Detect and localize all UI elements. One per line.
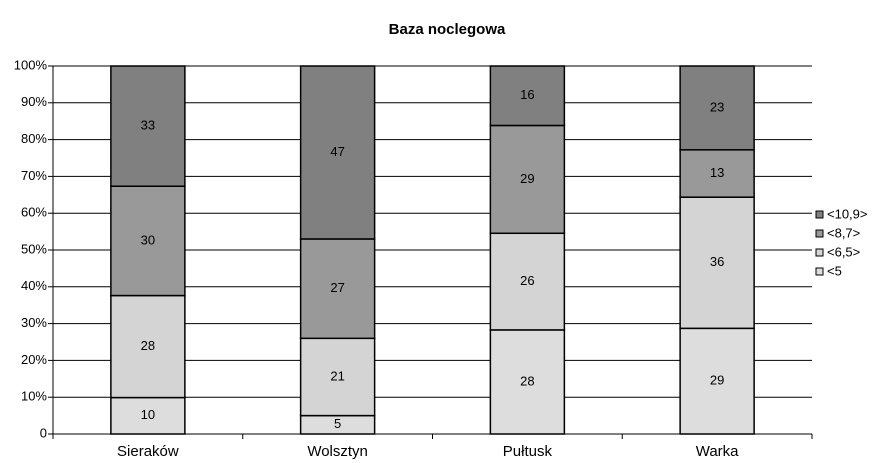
legend-label: <10,9> <box>827 206 868 221</box>
data-label: 23 <box>710 99 724 114</box>
y-tick-label: 60% <box>21 205 47 220</box>
data-label: 26 <box>520 273 534 288</box>
y-tick-label: 30% <box>21 315 47 330</box>
legend-label: <8,7> <box>827 225 860 240</box>
data-label: 5 <box>334 416 341 431</box>
y-tick-label: 90% <box>21 94 47 109</box>
data-label: 13 <box>710 165 724 180</box>
y-tick-label: 100% <box>14 57 48 72</box>
data-label: 47 <box>330 144 344 159</box>
legend-swatch <box>815 229 824 238</box>
data-label: 36 <box>710 254 724 269</box>
x-tick-label: Wolsztyn <box>307 443 368 460</box>
y-tick-label: 70% <box>21 168 47 183</box>
data-label: 16 <box>520 87 534 102</box>
legend-label: <6,5> <box>827 244 860 259</box>
x-tick-label: Warka <box>696 443 739 460</box>
bar-segment <box>489 65 566 127</box>
bar-segment <box>110 185 186 297</box>
y-tick-label: 40% <box>21 278 47 293</box>
bar-segment <box>299 238 376 340</box>
bar-segment <box>110 65 186 187</box>
y-tick-label: 0 <box>40 425 47 440</box>
bar-segment <box>679 196 755 330</box>
bar-segment <box>489 329 566 435</box>
data-label: 30 <box>141 232 155 247</box>
bar-segment <box>489 232 566 331</box>
data-label: 33 <box>141 118 155 133</box>
x-tick-label: Sieraków <box>117 443 179 460</box>
legend-swatch <box>815 210 824 219</box>
data-label: 29 <box>710 373 724 388</box>
legend-swatch <box>815 267 824 276</box>
data-label: 29 <box>520 171 534 186</box>
bar-segment <box>489 124 566 235</box>
bar-segment <box>299 65 376 240</box>
chart-title: Baza noclegowa <box>389 21 506 38</box>
y-tick-label: 50% <box>21 241 47 256</box>
data-label: 10 <box>141 407 155 422</box>
x-tick-label: Pułtusk <box>503 443 553 460</box>
data-label: 27 <box>330 280 344 295</box>
bar-segment <box>299 337 376 417</box>
y-tick-label: 10% <box>21 389 47 404</box>
bar-segment <box>110 294 186 399</box>
data-label: 28 <box>520 373 534 388</box>
y-tick-label: 80% <box>21 131 47 146</box>
data-label: 21 <box>330 368 344 383</box>
bar-segment <box>679 65 755 151</box>
legend-swatch <box>815 248 824 257</box>
legend-label: <5 <box>827 263 842 278</box>
y-tick-label: 20% <box>21 352 47 367</box>
bar-segment <box>110 396 186 435</box>
data-label: 28 <box>141 338 155 353</box>
